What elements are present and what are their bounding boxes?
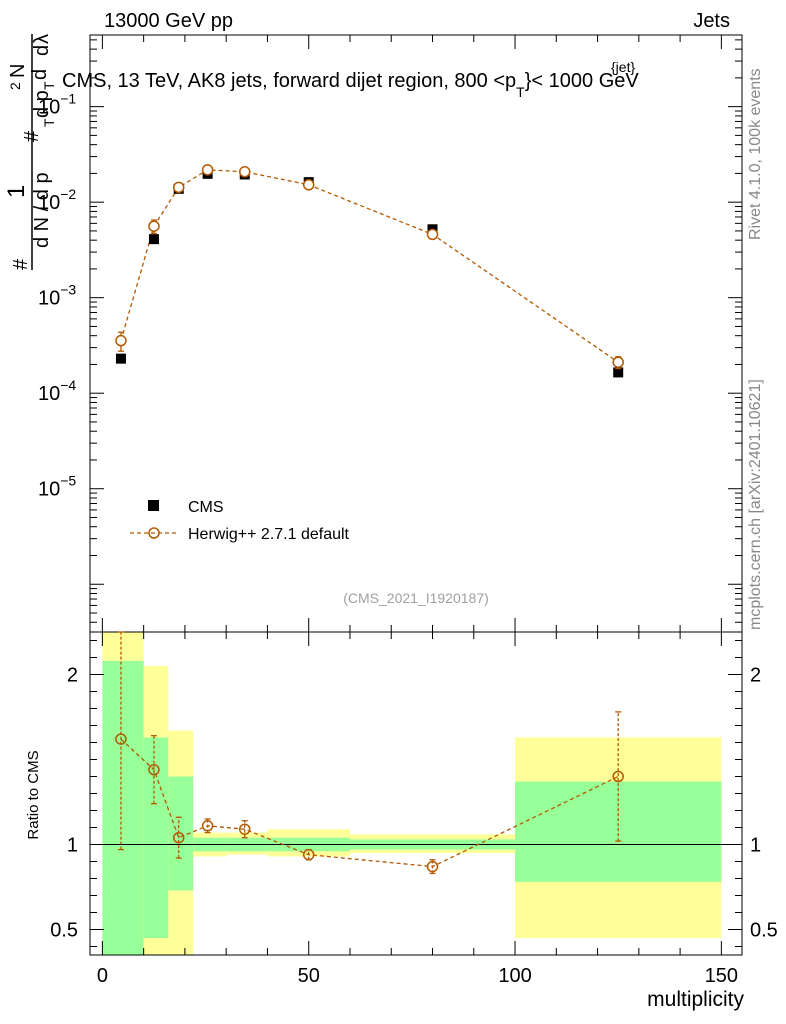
main-y-tick-exp: −5 <box>60 473 76 489</box>
plot-title-sub: T <box>516 84 525 100</box>
legend-cms-marker <box>148 500 159 511</box>
ratio-axes: 0.5 0.5 1 1 2 2 0 50 100 150 <box>50 632 778 987</box>
mc-point <box>238 166 251 178</box>
ratio-band-inner <box>143 737 169 938</box>
main-y-tick-label: 10−4 <box>38 377 76 405</box>
ratio-plot: 0.5 0.5 1 1 2 2 0 50 100 150 Ratio to CMS multipl… <box>25 631 778 1011</box>
watermark: (CMS_2021_I1920187) <box>343 590 489 606</box>
y-label-n: N <box>7 64 29 78</box>
y-label-dpt: d p <box>31 90 53 118</box>
y-label-lambda: λ <box>31 34 53 44</box>
y-label-dndpt: d N / d p <box>31 172 53 248</box>
legend: CMS Herwig++ 2.7.1 default <box>130 499 350 543</box>
y-label-t1: T <box>41 118 57 127</box>
ratio-mc-point <box>148 763 160 776</box>
mc-point <box>426 228 439 241</box>
ratio-y-tick-label-right: 0.5 <box>750 920 778 942</box>
ratio-y-tick-label-right: 1 <box>750 835 761 857</box>
y-label-two: 2 <box>7 82 23 90</box>
mc-point <box>115 334 127 347</box>
ratio-mc-point <box>612 770 624 783</box>
plot-title-sup: {jet} <box>611 59 635 75</box>
ratio-mc-point <box>238 823 251 835</box>
ratio-y-tick-label: 2 <box>67 665 78 687</box>
ratio-mc-line <box>120 738 619 868</box>
mc-point <box>201 164 214 176</box>
y-label-d: d <box>29 69 51 80</box>
ratio-y-tick-label: 0.5 <box>50 920 78 942</box>
main-plot: 10−110−210−310−410−5 CMS, 13 TeV, AK8 je… <box>3 34 743 633</box>
y-label-hash-1: # <box>10 258 32 270</box>
header-left: 13000 GeV pp <box>104 10 233 32</box>
ratio-y-tick-label: 1 <box>67 835 78 857</box>
y-label-one: 1 <box>3 185 30 198</box>
ratio-mc-point <box>426 860 439 873</box>
main-y-tick-exp: −2 <box>60 186 76 202</box>
y-label-t2: T <box>41 81 57 90</box>
rivet-label: Rivet 4.1.0, 100k events <box>747 68 764 240</box>
ratio-x-tick-label: 50 <box>298 965 320 987</box>
ratio-mc-point <box>172 831 185 844</box>
ratio-data <box>115 631 624 875</box>
ratio-band-inner <box>515 781 722 882</box>
mc-point <box>148 220 160 232</box>
ratio-y-label: Ratio to CMS <box>25 750 42 839</box>
main-y-tick-exp: −4 <box>60 377 76 393</box>
cms-point <box>115 353 126 364</box>
ratio-mc-point <box>201 820 214 832</box>
ratio-x-tick-label: 0 <box>97 965 108 987</box>
mc-line <box>120 169 619 363</box>
x-axis-label: multiplicity <box>647 988 744 1011</box>
ratio-y-tick-label-right: 2 <box>750 665 761 687</box>
main-y-tick-label: 10−3 <box>38 282 76 310</box>
legend-mc-marker <box>148 527 160 539</box>
ratio-mc-point <box>302 848 315 861</box>
ratio-x-tick-label: 100 <box>498 965 531 987</box>
mc-point <box>612 356 624 368</box>
main-y-label: # 1 d N / d p T # d p T d 2 N d λ <box>3 34 57 270</box>
legend-cms-label: CMS <box>188 499 224 516</box>
plot-title: CMS, 13 TeV, AK8 jets, forward dijet reg… <box>62 70 639 100</box>
legend-mc-label: Herwig++ 2.7.1 default <box>188 526 350 543</box>
main-data <box>115 164 624 378</box>
cms-point <box>613 367 624 378</box>
y-label-d2: d <box>31 45 53 56</box>
ratio-band-inner <box>102 660 144 955</box>
header-right: Jets <box>693 10 730 32</box>
ratio-bands <box>102 632 722 955</box>
main-y-tick-exp: −3 <box>60 282 76 298</box>
main-y-tick-label: 10−5 <box>38 473 76 501</box>
ratio-mc-point <box>115 733 127 745</box>
plot-title-main: CMS, 13 TeV, AK8 jets, forward dijet reg… <box>62 70 516 92</box>
main-y-tick-exp: −1 <box>60 91 76 107</box>
mc-point <box>302 179 315 191</box>
mc-point <box>172 181 185 194</box>
main-y-axis: 10−110−210−310−410−5 <box>38 35 742 632</box>
ratio-x-tick-label: 150 <box>705 965 738 987</box>
cms-point <box>148 234 159 245</box>
plot-title-tail: }< 1000 GeV <box>525 70 640 92</box>
mcplots-label: mcplots.cern.ch [arXiv:2401.10621] <box>747 379 764 630</box>
